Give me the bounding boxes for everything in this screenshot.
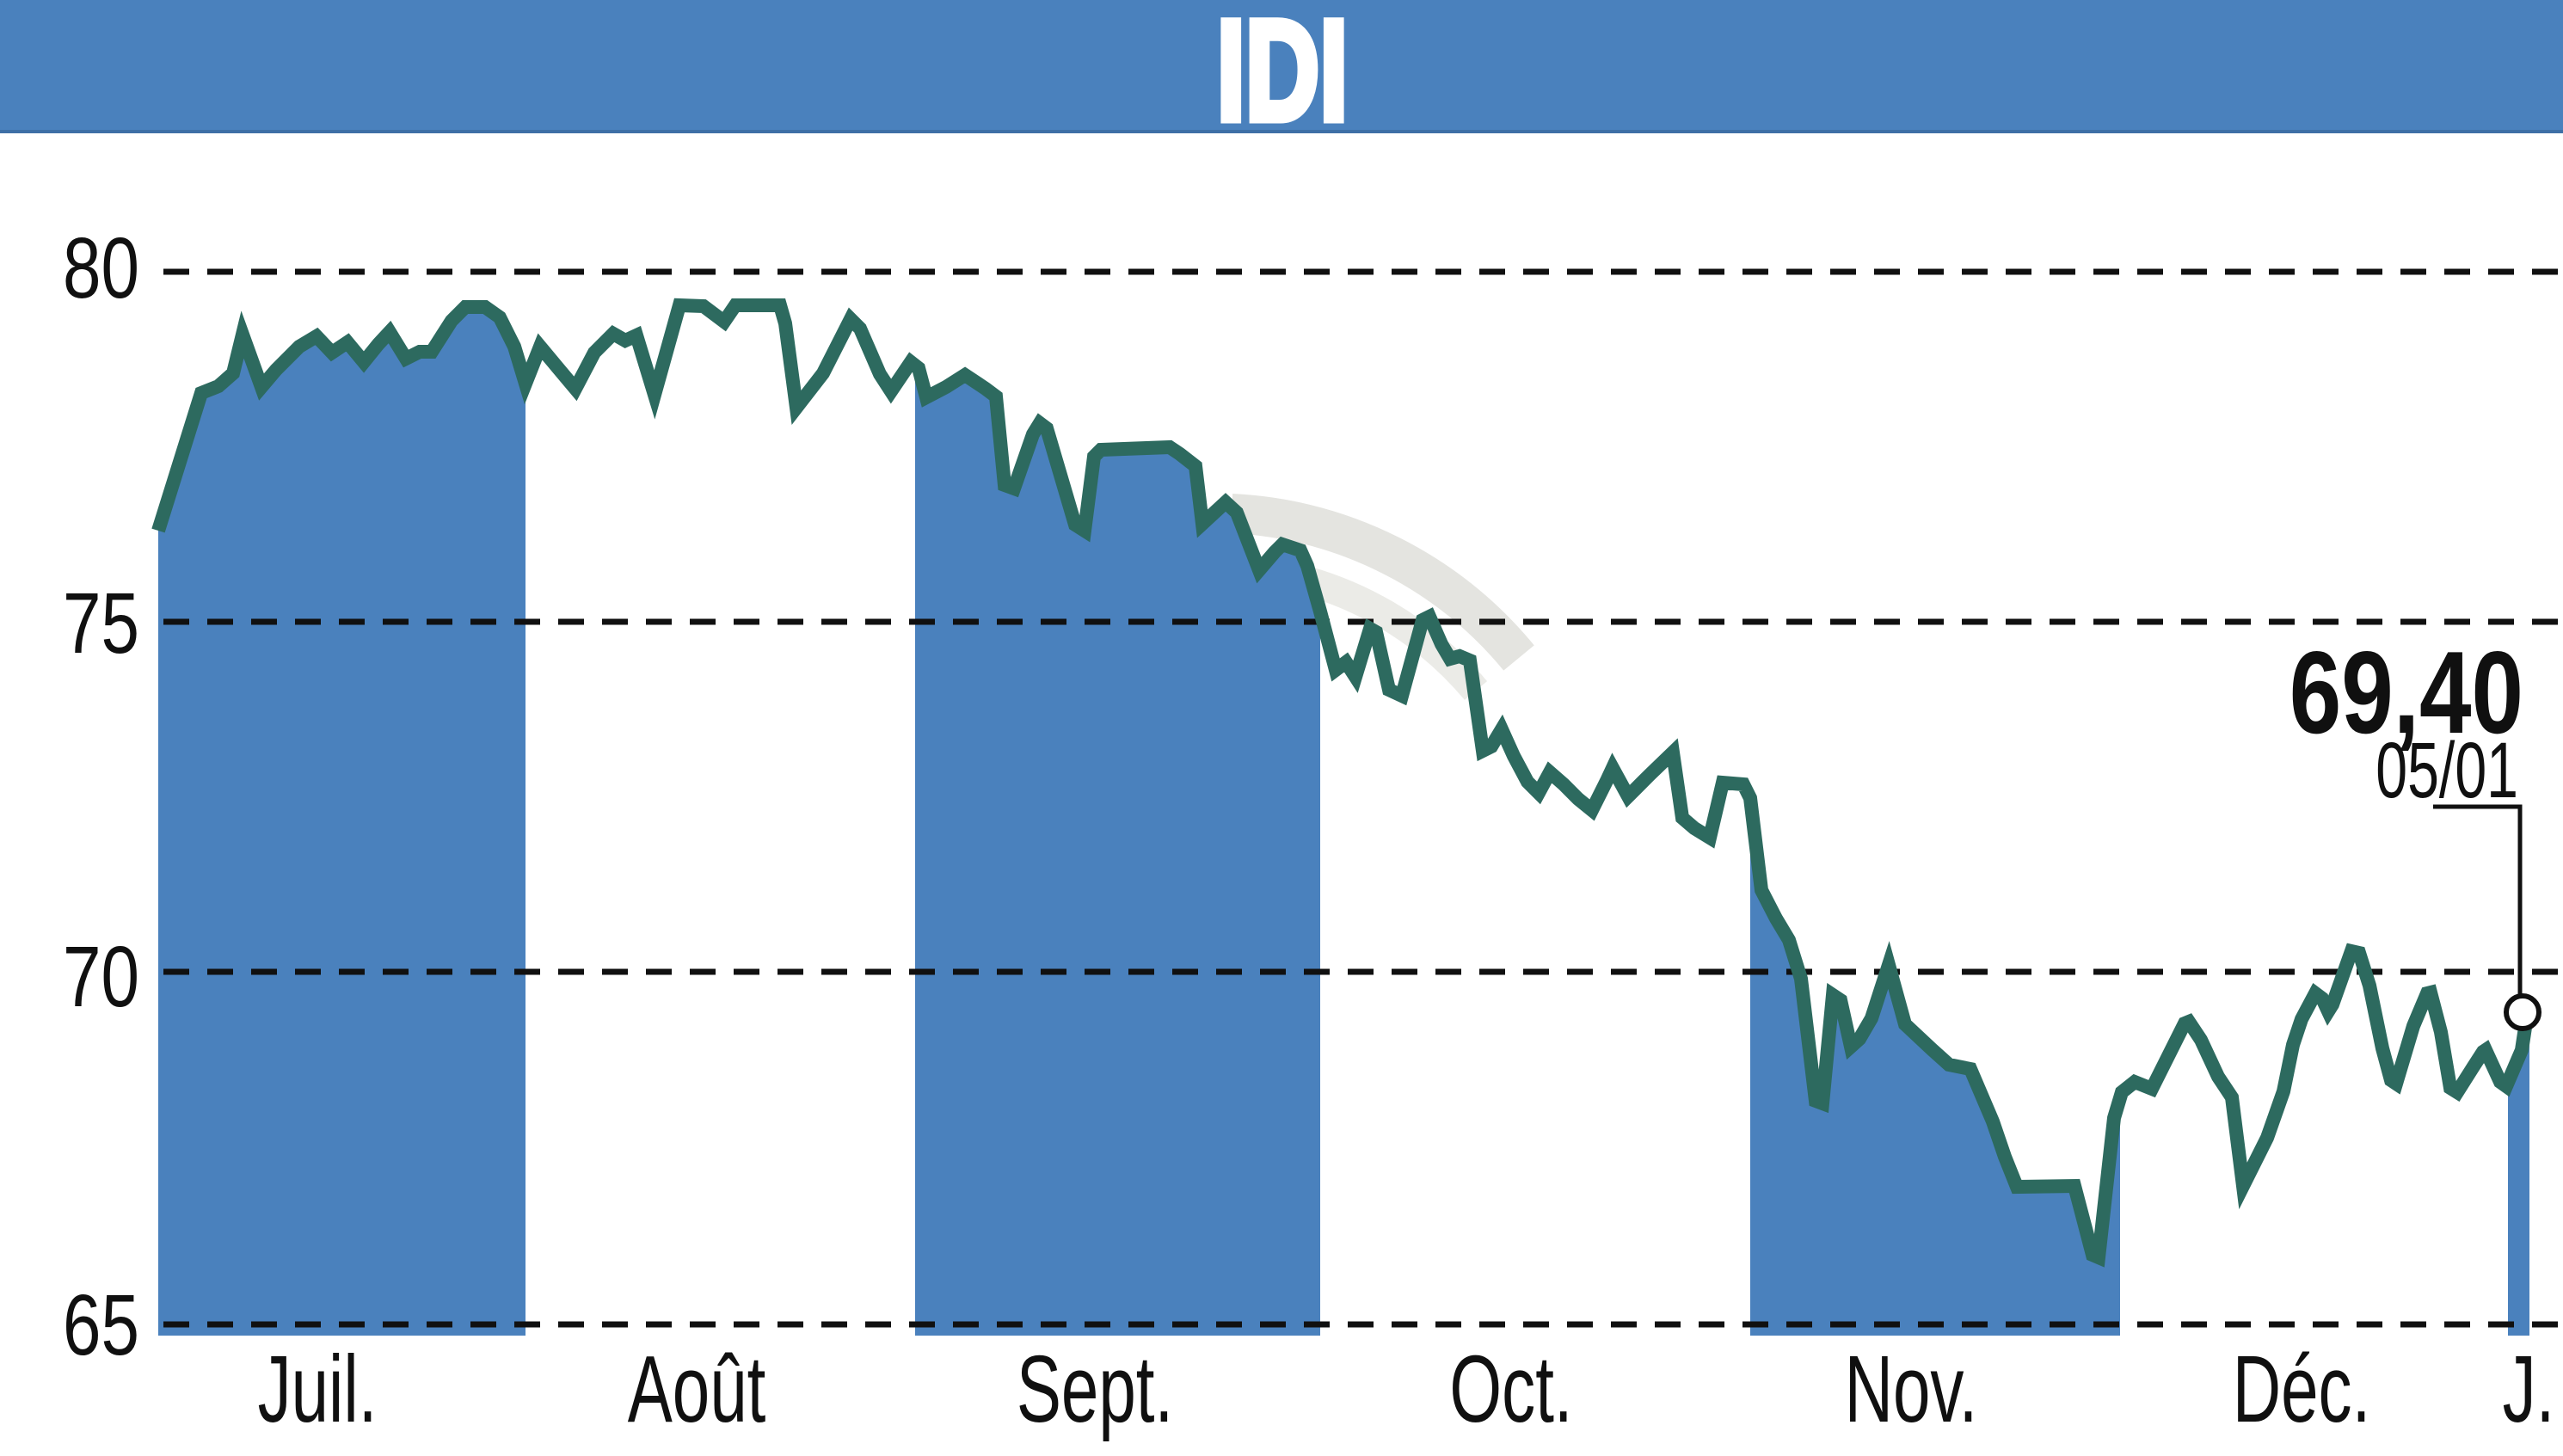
svg-text:J.: J.	[2503, 1337, 2555, 1442]
svg-text:65: 65	[63, 1278, 139, 1374]
svg-text:IDI: IDI	[1217, 0, 1349, 151]
svg-text:Oct.: Oct.	[1449, 1337, 1572, 1442]
svg-text:75: 75	[63, 576, 139, 673]
svg-text:Nov.: Nov.	[1845, 1337, 1978, 1442]
svg-text:Juil.: Juil.	[258, 1337, 378, 1442]
svg-text:Août: Août	[628, 1337, 766, 1442]
svg-text:Sept.: Sept.	[1017, 1337, 1173, 1442]
svg-text:70: 70	[63, 930, 139, 1026]
svg-text:69,40: 69,40	[2289, 629, 2523, 759]
svg-text:80: 80	[63, 221, 139, 317]
svg-text:05/01: 05/01	[2376, 725, 2518, 814]
svg-text:Déc.: Déc.	[2233, 1337, 2371, 1442]
